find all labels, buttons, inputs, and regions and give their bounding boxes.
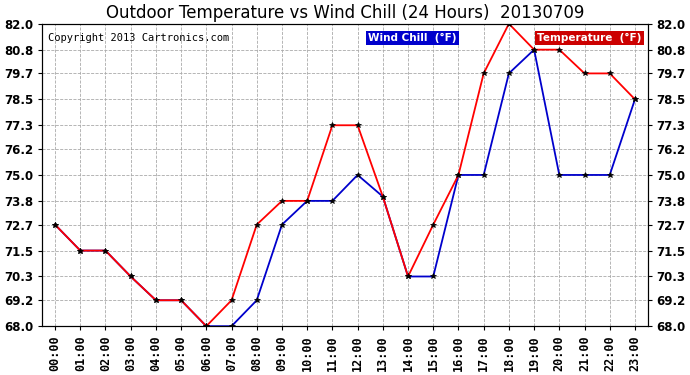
Title: Outdoor Temperature vs Wind Chill (24 Hours)  20130709: Outdoor Temperature vs Wind Chill (24 Ho… [106,4,584,22]
Text: Temperature  (°F): Temperature (°F) [537,33,642,43]
Text: Copyright 2013 Cartronics.com: Copyright 2013 Cartronics.com [48,33,230,43]
Text: Wind Chill  (°F): Wind Chill (°F) [368,33,457,43]
